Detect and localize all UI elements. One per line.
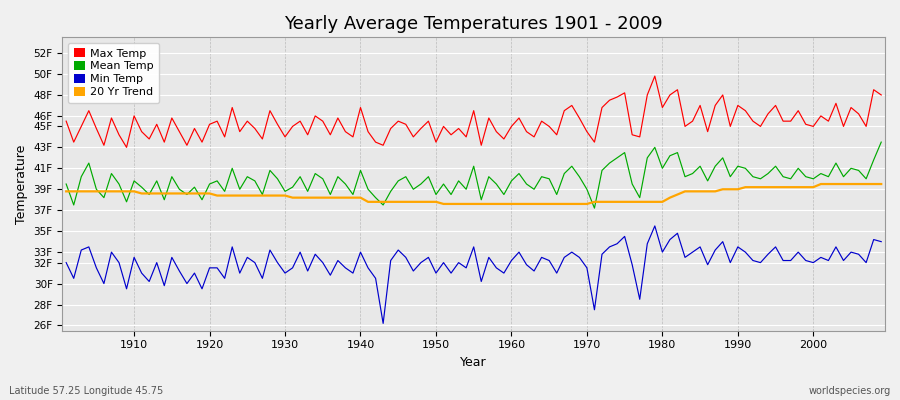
Text: worldspecies.org: worldspecies.org — [809, 386, 891, 396]
X-axis label: Year: Year — [461, 356, 487, 369]
Legend: Max Temp, Mean Temp, Min Temp, 20 Yr Trend: Max Temp, Mean Temp, Min Temp, 20 Yr Tre… — [68, 43, 159, 103]
Text: Latitude 57.25 Longitude 45.75: Latitude 57.25 Longitude 45.75 — [9, 386, 163, 396]
Title: Yearly Average Temperatures 1901 - 2009: Yearly Average Temperatures 1901 - 2009 — [284, 15, 663, 33]
Y-axis label: Temperature: Temperature — [15, 144, 28, 224]
